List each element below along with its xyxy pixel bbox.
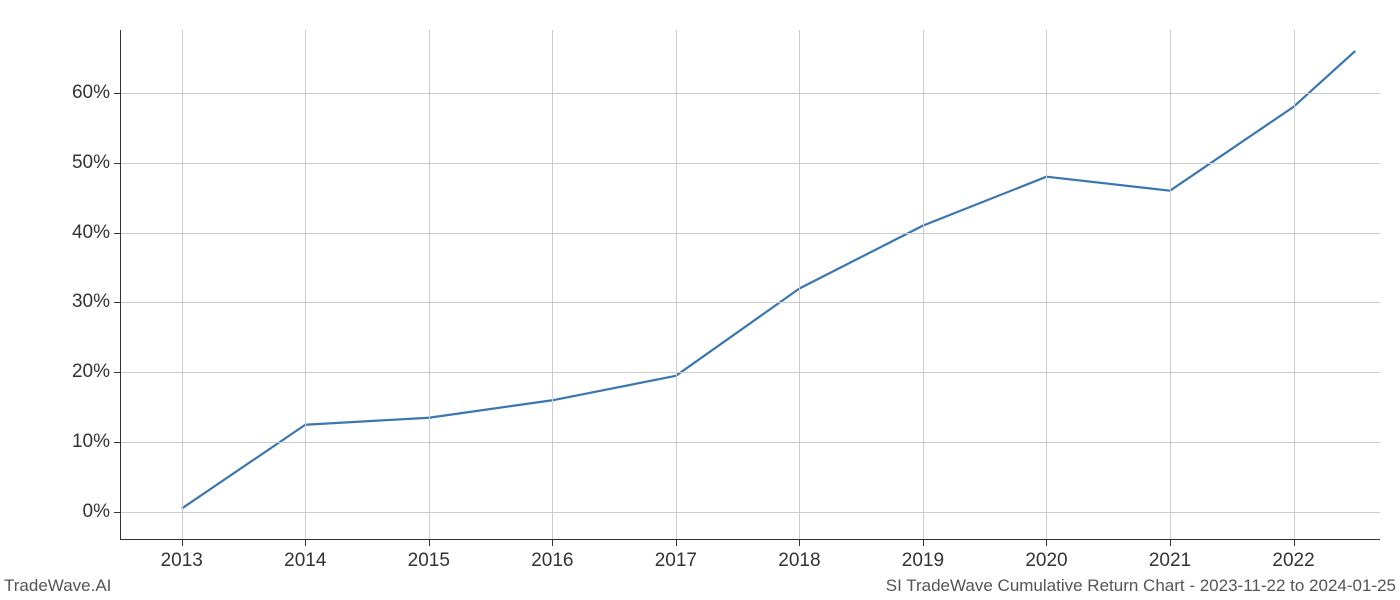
grid-line-vertical	[676, 30, 677, 540]
footer-caption: SI TradeWave Cumulative Return Chart - 2…	[886, 576, 1396, 596]
x-tick-label: 2015	[408, 540, 450, 572]
x-tick-label: 2019	[902, 540, 944, 572]
y-tick-label: 0%	[83, 501, 120, 523]
grid-line-vertical	[305, 30, 306, 540]
y-tick-label: 30%	[72, 291, 120, 313]
x-tick-label: 2018	[778, 540, 820, 572]
grid-line-horizontal	[120, 93, 1380, 94]
grid-line-horizontal	[120, 302, 1380, 303]
grid-line-horizontal	[120, 442, 1380, 443]
grid-line-horizontal	[120, 512, 1380, 513]
x-tick-label: 2020	[1025, 540, 1067, 572]
x-axis-line	[120, 539, 1380, 540]
grid-line-vertical	[799, 30, 800, 540]
return-line	[182, 51, 1356, 509]
grid-line-vertical	[923, 30, 924, 540]
x-tick-label: 2022	[1272, 540, 1314, 572]
x-tick-label: 2014	[284, 540, 326, 572]
y-tick-label: 10%	[72, 431, 120, 453]
grid-line-vertical	[182, 30, 183, 540]
grid-line-vertical	[1294, 30, 1295, 540]
y-tick-label: 40%	[72, 222, 120, 244]
x-tick-label: 2017	[655, 540, 697, 572]
y-tick-label: 20%	[72, 361, 120, 383]
x-tick-label: 2016	[531, 540, 573, 572]
grid-line-vertical	[552, 30, 553, 540]
grid-line-horizontal	[120, 233, 1380, 234]
y-tick-label: 50%	[72, 152, 120, 174]
grid-line-vertical	[1046, 30, 1047, 540]
y-tick-label: 60%	[72, 82, 120, 104]
footer-branding: TradeWave.AI	[4, 576, 111, 596]
grid-line-horizontal	[120, 372, 1380, 373]
line-series	[120, 30, 1380, 540]
grid-line-vertical	[1170, 30, 1171, 540]
chart-container: 0% 10% 20% 30% 40% 50% 60% 2013 2014 2015 2016 2017…	[0, 0, 1400, 600]
plot-area: 0%10%20%30%40%50%60%20132014201520162017…	[120, 30, 1380, 540]
x-tick-label: 2021	[1149, 540, 1191, 572]
grid-line-horizontal	[120, 163, 1380, 164]
grid-line-vertical	[429, 30, 430, 540]
y-axis-line	[120, 30, 121, 540]
x-tick-label: 2013	[161, 540, 203, 572]
